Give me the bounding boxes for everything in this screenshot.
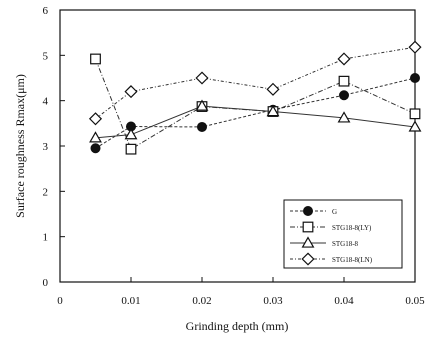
- legend-label: STG18-8(LY): [332, 224, 372, 232]
- data-point: [301, 252, 315, 266]
- y-tick-label: 0: [43, 277, 49, 289]
- y-tick-label: 1: [43, 232, 49, 244]
- x-tick-label: 0.05: [405, 295, 425, 307]
- data-point: [125, 143, 137, 155]
- series-2: [90, 53, 421, 155]
- data-point: [408, 120, 422, 132]
- data-point: [90, 53, 101, 65]
- y-tick-label: 2: [43, 186, 49, 198]
- x-tick-label: 0.02: [192, 295, 211, 307]
- data-point: [338, 75, 350, 87]
- y-tick-label: 3: [43, 141, 49, 153]
- data-point: [124, 85, 138, 99]
- series-line: [95, 58, 416, 150]
- x-tick-label: 0.03: [263, 295, 283, 307]
- y-tick-label: 5: [43, 50, 49, 62]
- legend-label: STG18-8(LN): [332, 256, 373, 264]
- data-point: [337, 52, 351, 66]
- x-tick-label: 0.04: [334, 295, 354, 307]
- data-point: [408, 40, 422, 54]
- data-point: [266, 104, 280, 117]
- data-point: [410, 73, 420, 83]
- series-line: [95, 46, 416, 120]
- legend-label: G: [332, 208, 337, 216]
- data-point: [195, 99, 209, 111]
- data-point: [90, 143, 101, 154]
- data-point: [266, 82, 280, 96]
- data-point: [88, 112, 103, 126]
- legend: G STG18-8(LY) STG18-8 STG18-8(LN): [283, 199, 403, 269]
- series-3: [89, 99, 422, 143]
- data-point: [339, 90, 349, 101]
- data-point: [197, 121, 207, 132]
- data-point: [89, 131, 102, 143]
- data-point: [124, 128, 138, 140]
- series-layer: [88, 40, 422, 155]
- x-tick-label: 0: [57, 295, 63, 307]
- data-point: [302, 221, 314, 233]
- x-tick-label: 0.01: [121, 295, 140, 307]
- series-line: [95, 105, 416, 139]
- data-point: [337, 111, 351, 123]
- series-line: [95, 77, 416, 149]
- y-tick-label: 4: [43, 96, 49, 108]
- legend-label: STG18-8: [332, 240, 359, 248]
- data-point: [301, 236, 315, 248]
- series-1: [90, 73, 420, 154]
- axes: 0 1 2 3 4 5 6 0 0.01 0.02 0.03 0.04 0.05: [43, 5, 426, 307]
- data-point: [303, 206, 313, 216]
- y-axis-title: Surface roughness Rmax(μm): [13, 74, 27, 218]
- y-tick-label: 6: [43, 5, 49, 17]
- data-point: [195, 71, 209, 85]
- series-4: [88, 40, 422, 126]
- data-point: [409, 108, 421, 120]
- x-axis-title: Grinding depth (mm): [186, 319, 289, 333]
